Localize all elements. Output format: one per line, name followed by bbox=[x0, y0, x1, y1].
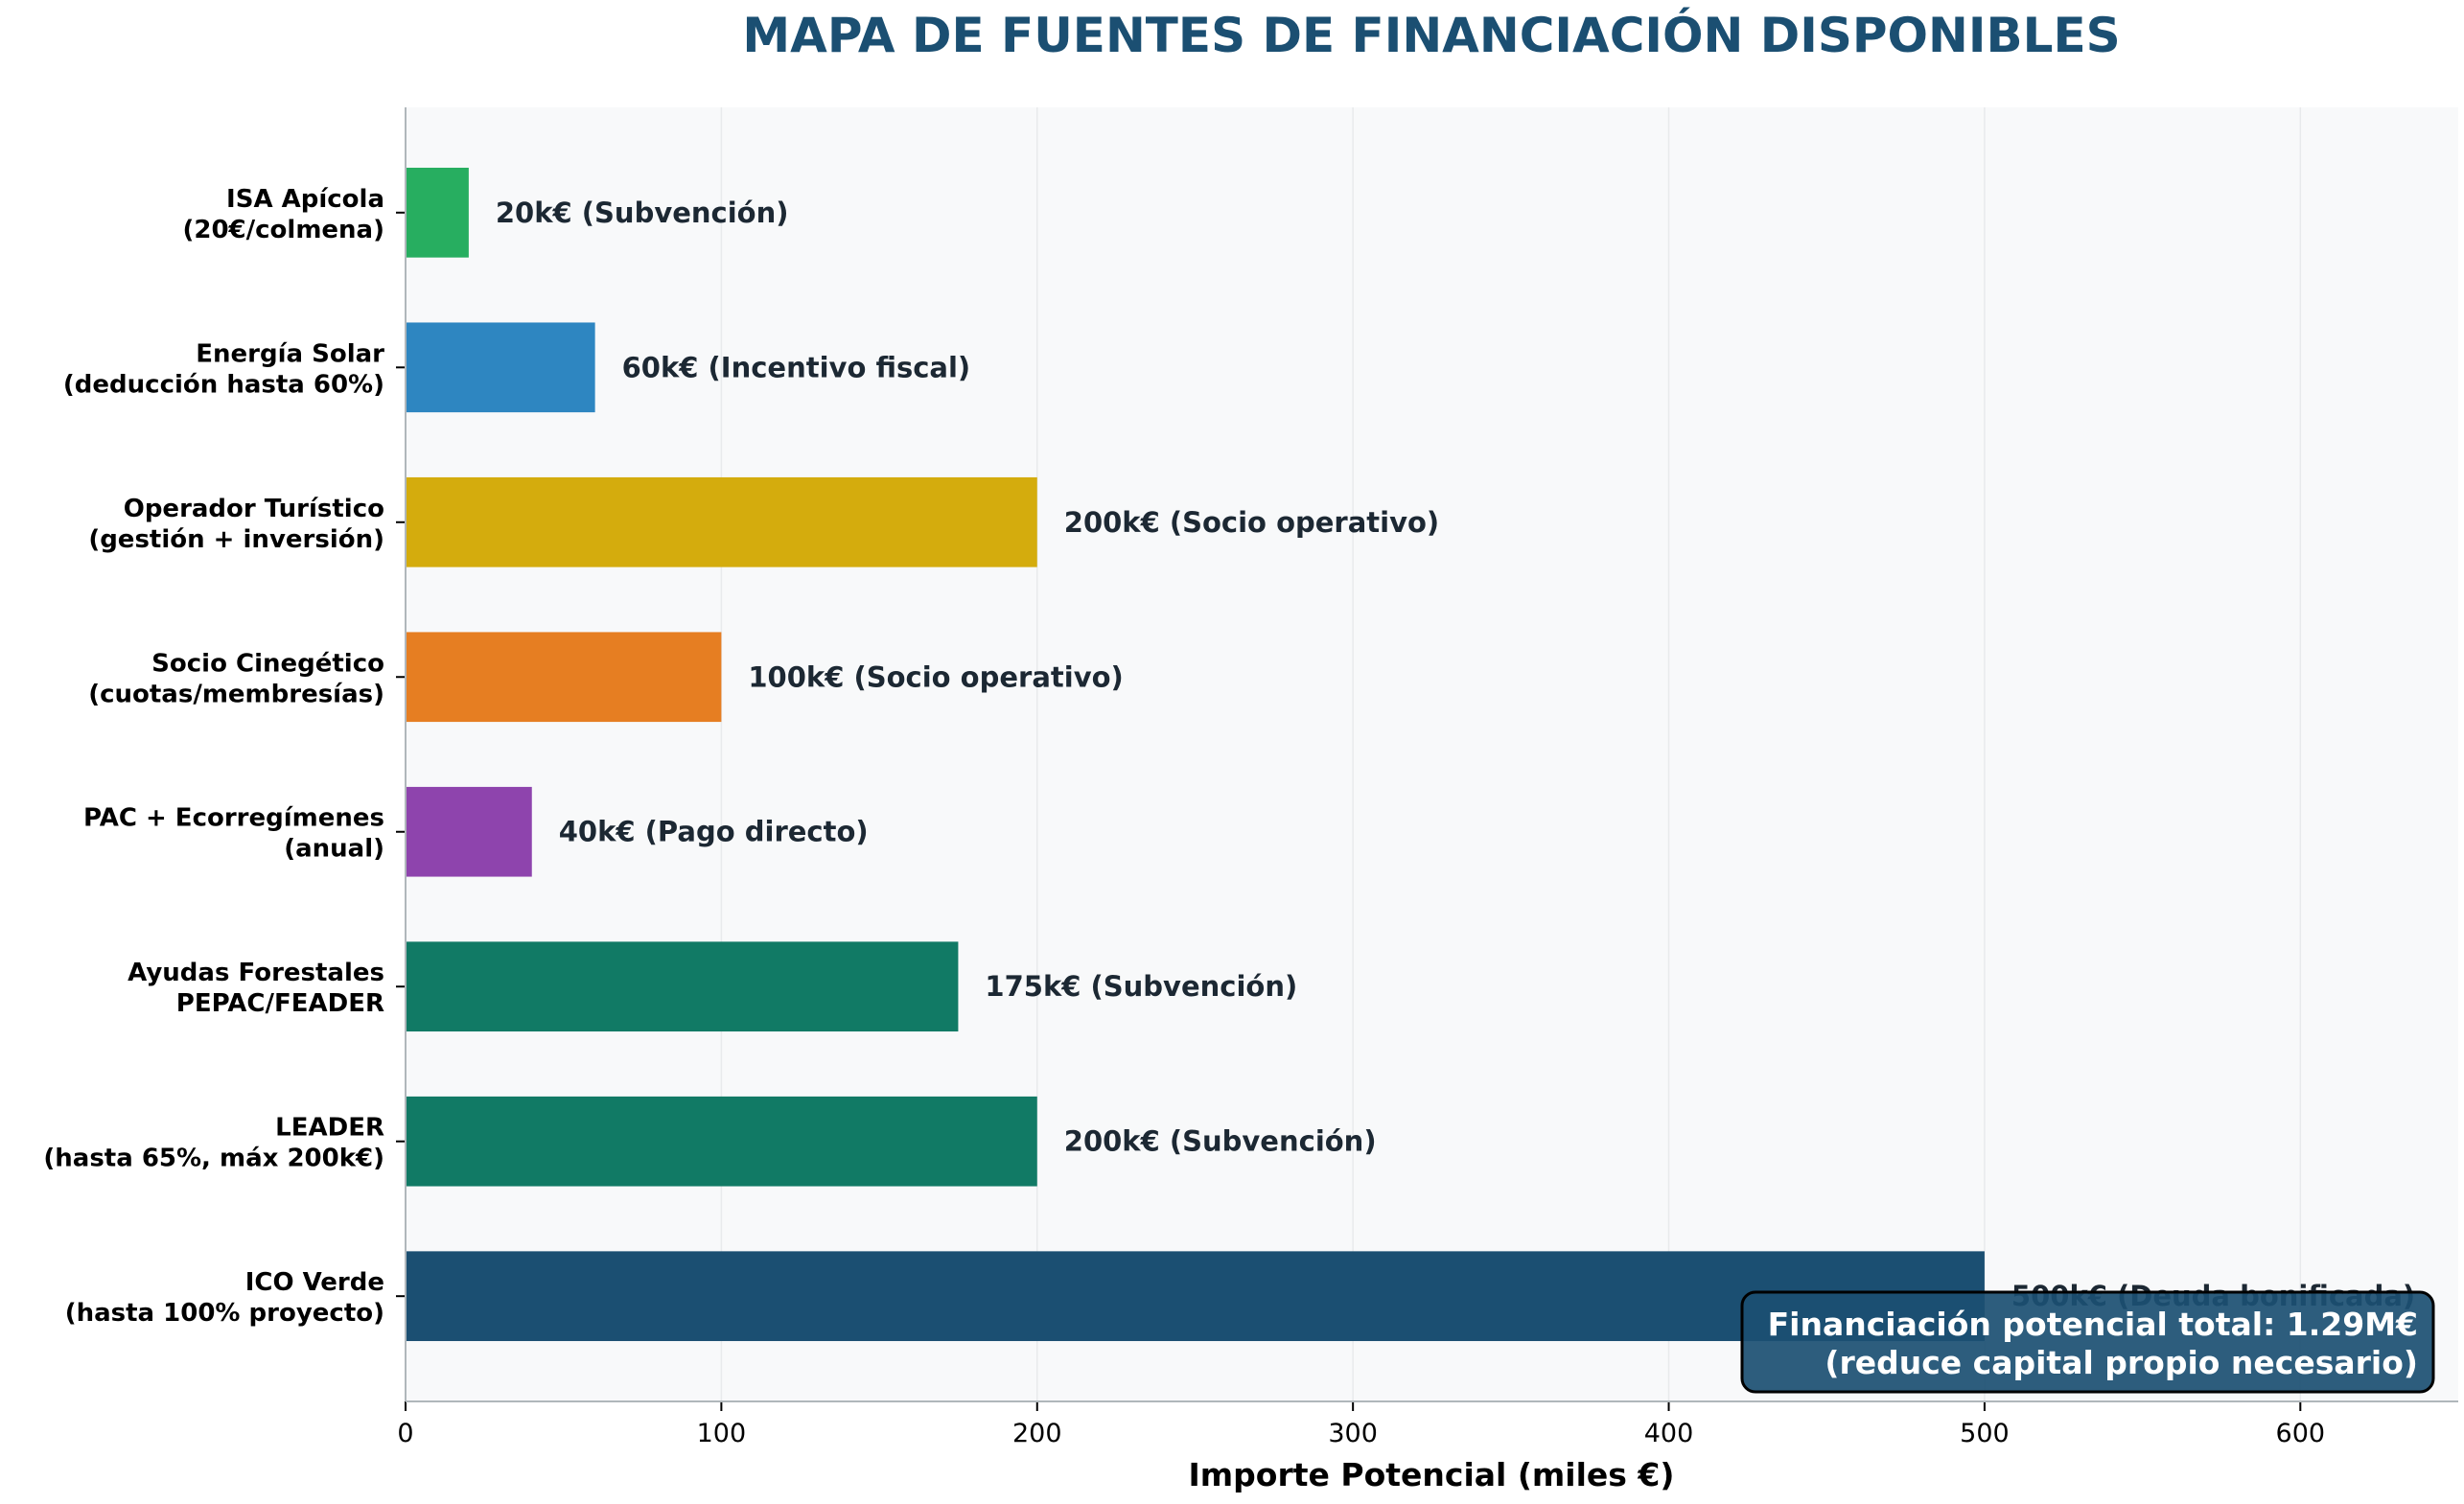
y-tick-label: ICO Verde bbox=[245, 1268, 384, 1297]
y-tick-label: Energía Solar bbox=[196, 339, 384, 368]
x-tick-label: 200 bbox=[1012, 1419, 1062, 1448]
bar bbox=[407, 786, 532, 877]
y-tick-label: Socio Cinegético bbox=[151, 649, 384, 678]
annotation-box bbox=[1740, 1290, 2435, 1394]
y-tick-label: (20€/colmena) bbox=[182, 216, 384, 244]
x-tick-label: 300 bbox=[1328, 1419, 1378, 1448]
x-axis-label: Importe Potencial (miles €) bbox=[1189, 1456, 1675, 1493]
annotation-line-1: Financiación potencial total: 1.29M€ bbox=[1768, 1306, 2418, 1343]
bar-data-label: 200k€ (Socio operativo) bbox=[1064, 506, 1439, 539]
bar-data-label: 100k€ (Socio operativo) bbox=[748, 660, 1123, 693]
y-tick-label: PAC + Ecorregímenes bbox=[83, 804, 384, 833]
bar-data-label: 60k€ (Incentivo fiscal) bbox=[622, 351, 971, 383]
y-tick-label: ISA Apícola bbox=[226, 185, 384, 214]
bar bbox=[407, 1096, 1037, 1187]
y-tick-label: (cuotas/membresías) bbox=[88, 680, 384, 708]
bar-data-label: 175k€ (Subvención) bbox=[985, 970, 1297, 1003]
y-tick-label: (hasta 65%, máx 200k€) bbox=[43, 1145, 384, 1173]
bar bbox=[407, 476, 1037, 567]
y-tick-label: LEADER bbox=[275, 1114, 384, 1143]
y-tick-label: (hasta 100% proyecto) bbox=[65, 1299, 384, 1328]
bar bbox=[407, 632, 722, 723]
bar bbox=[407, 167, 469, 258]
y-tick-label: (gestión + inversión) bbox=[88, 525, 384, 554]
y-tick-label: PEPAC/FEADER bbox=[176, 989, 384, 1018]
bar bbox=[407, 322, 595, 413]
x-tick-label: 400 bbox=[1644, 1419, 1694, 1448]
bar-data-label: 200k€ (Subvención) bbox=[1064, 1125, 1377, 1158]
y-tick-label: (anual) bbox=[284, 835, 384, 864]
x-tick-label: 600 bbox=[2276, 1419, 2326, 1448]
bar-data-label: 40k€ (Pago directo) bbox=[559, 816, 869, 848]
y-tick-label: Ayudas Forestales bbox=[128, 959, 384, 987]
y-tick-label: (deducción hasta 60%) bbox=[63, 370, 384, 399]
chart-title: MAPA DE FUENTES DE FINANCIACIÓN DISPONIB… bbox=[742, 7, 2120, 63]
bar-data-label: 20k€ (Subvención) bbox=[496, 197, 789, 229]
total-annotation: Financiación potencial total: 1.29M€ (re… bbox=[1740, 1290, 2435, 1394]
bar bbox=[407, 1251, 1985, 1342]
plot-area bbox=[406, 107, 2458, 1401]
y-tick-label: Operador Turístico bbox=[124, 495, 384, 523]
x-tick-label: 0 bbox=[397, 1419, 413, 1448]
bar bbox=[407, 941, 959, 1032]
x-tick-label: 100 bbox=[697, 1419, 747, 1448]
x-tick-label: 500 bbox=[1960, 1419, 2010, 1448]
annotation-line-2: (reduce capital propio necesario) bbox=[1825, 1344, 2418, 1381]
